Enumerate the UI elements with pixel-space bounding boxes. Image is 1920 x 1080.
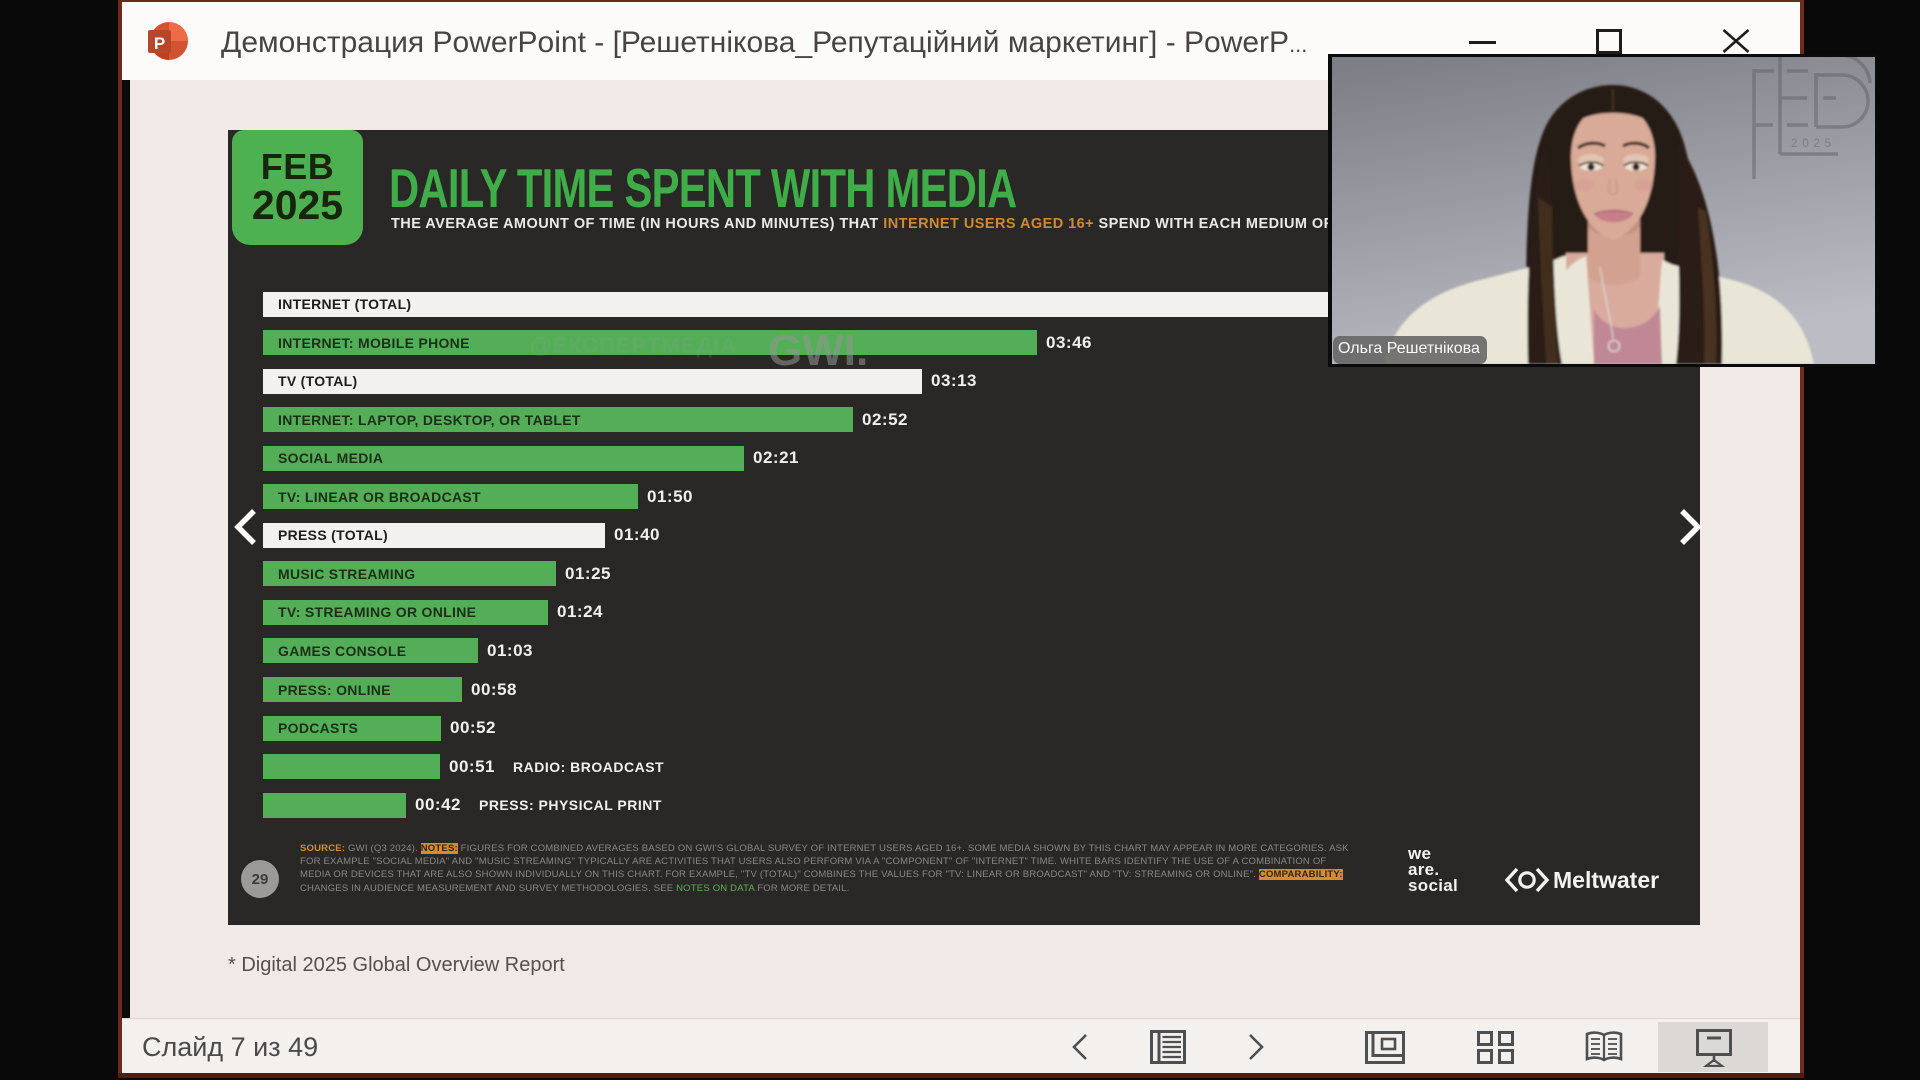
svg-text:Meltwater: Meltwater — [1553, 867, 1659, 893]
svg-text:P: P — [154, 34, 165, 53]
svg-text:2025: 2025 — [1791, 136, 1836, 150]
